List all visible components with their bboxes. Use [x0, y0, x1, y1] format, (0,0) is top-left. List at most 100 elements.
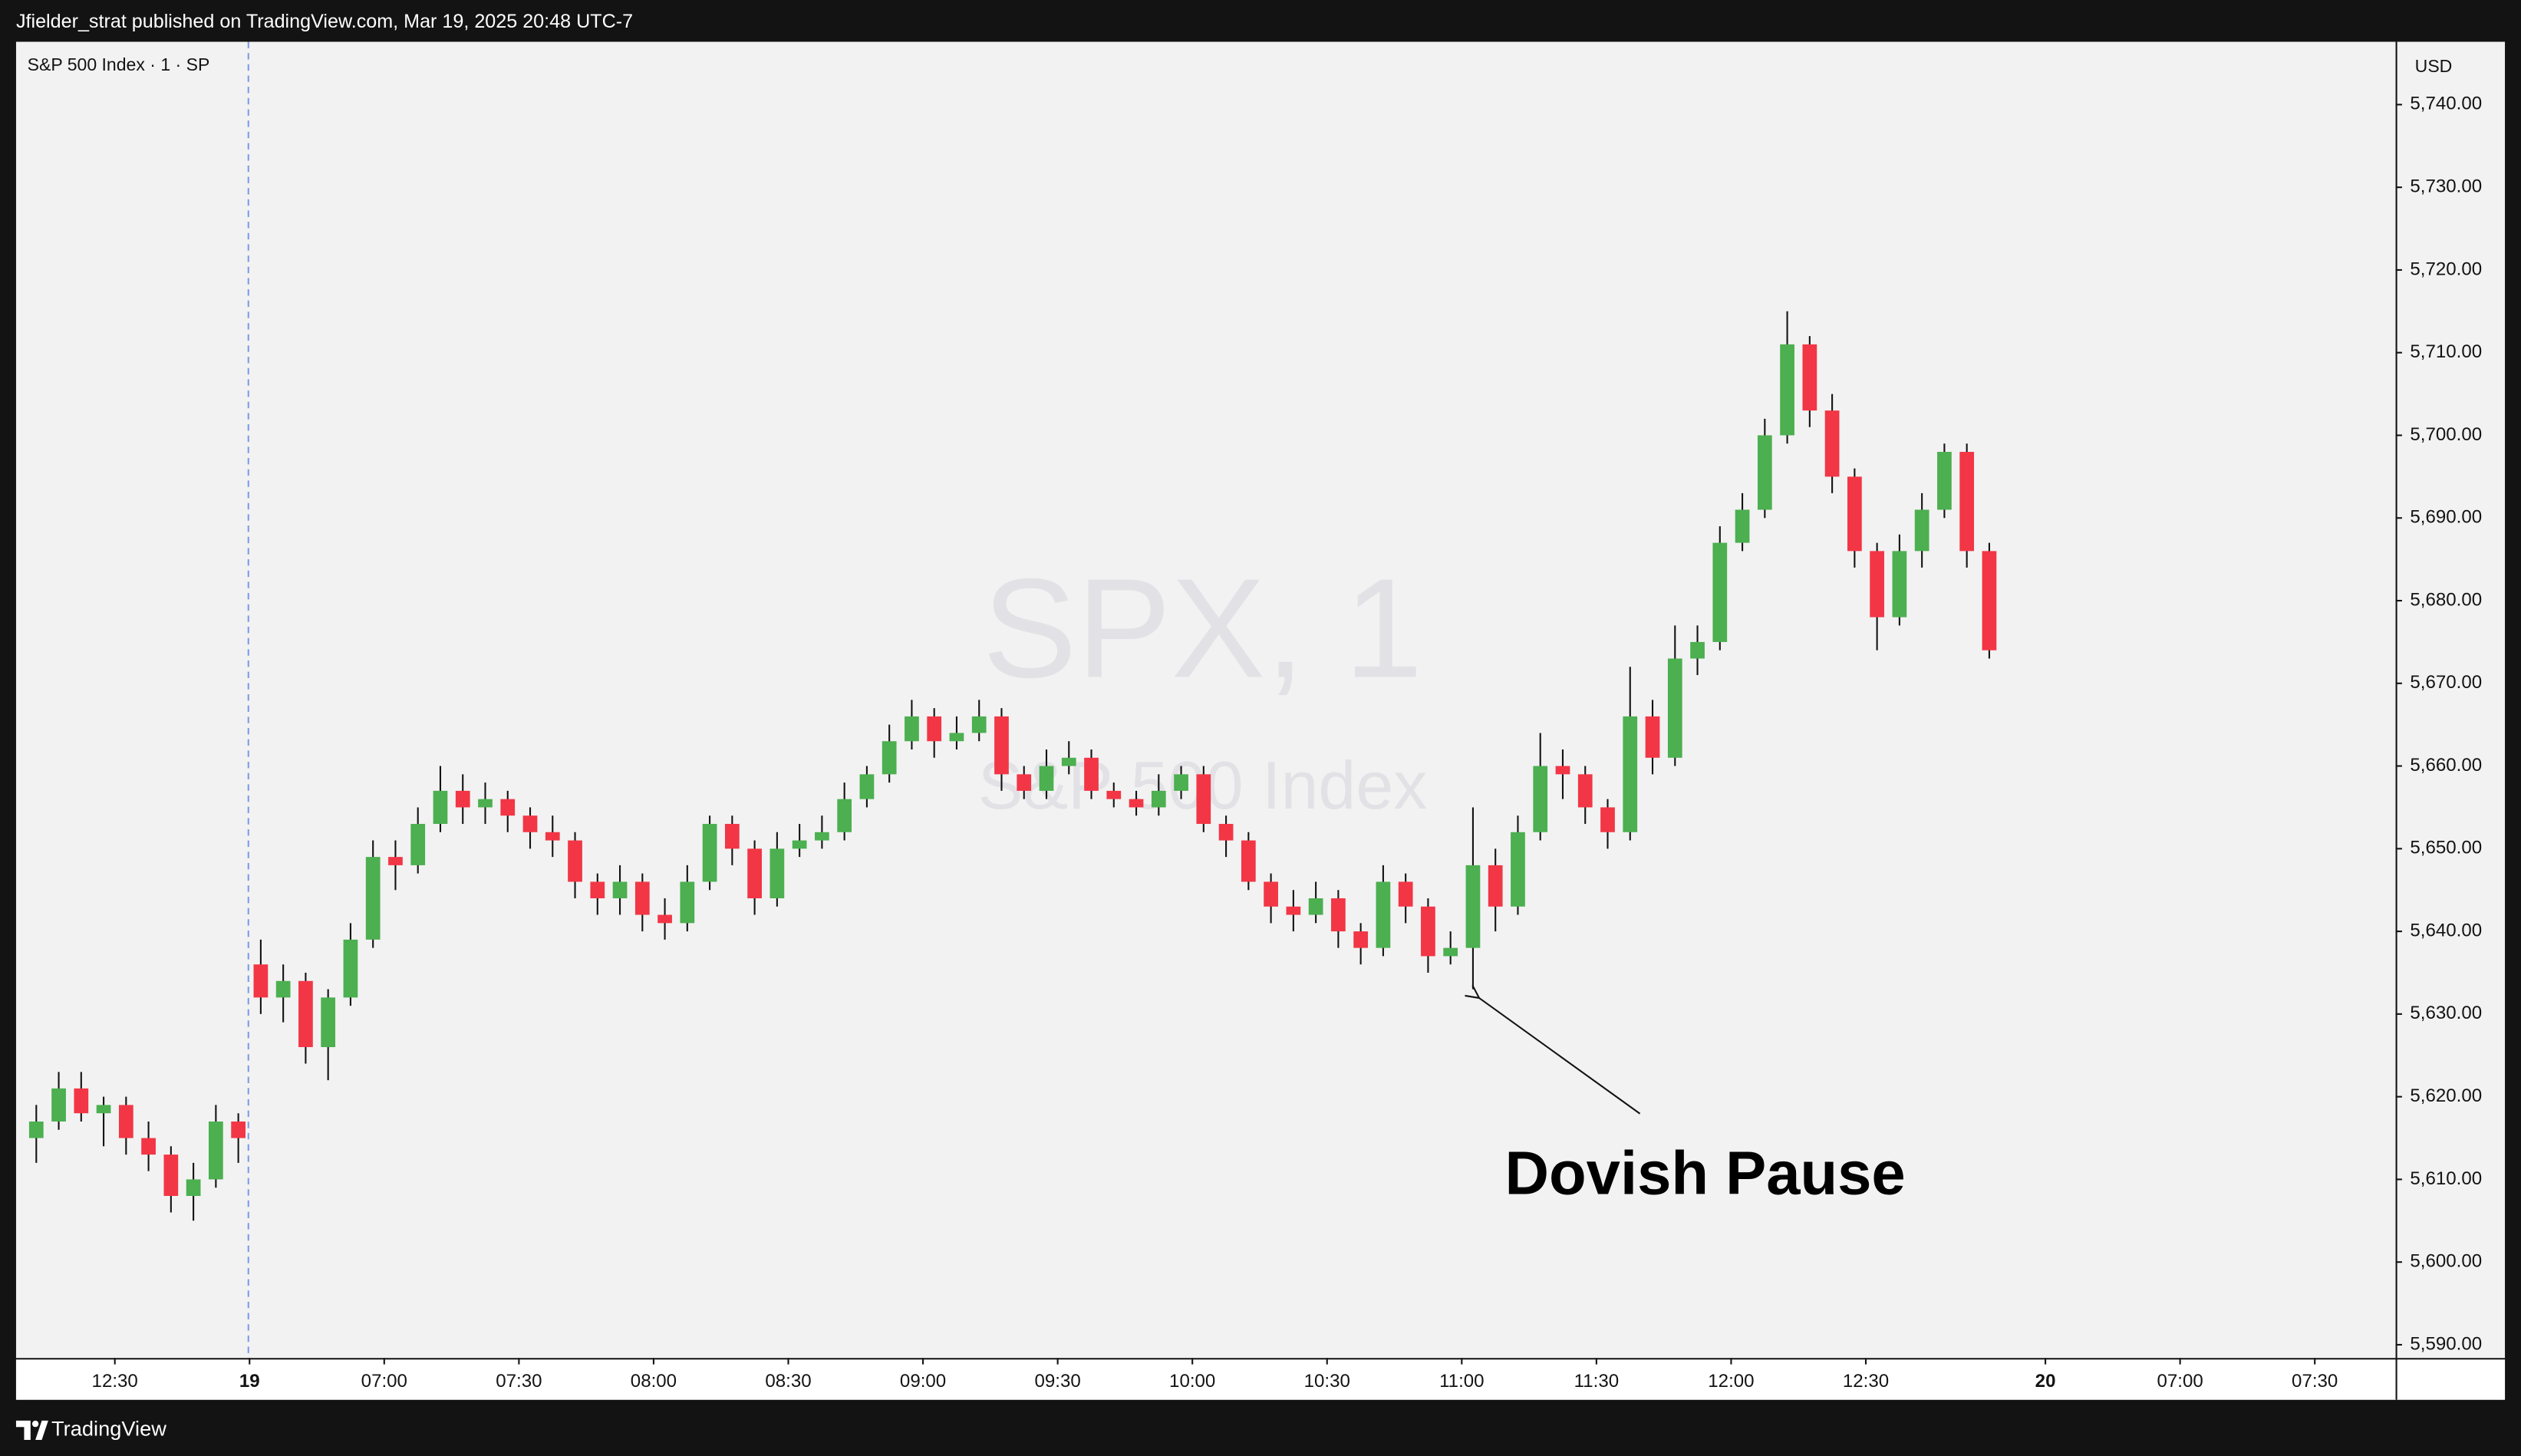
candle-body: [1712, 542, 1728, 642]
watermark: SPX, 1: [983, 550, 1423, 708]
candle-body: [1959, 452, 1975, 552]
candle-body: [28, 1121, 44, 1138]
candle-body: [815, 832, 829, 841]
candle-body: [1937, 452, 1952, 510]
candle-body: [388, 857, 403, 865]
candle-body: [141, 1138, 156, 1155]
x-tick-label: 09:30: [1034, 1371, 1080, 1392]
candle-body: [905, 716, 919, 742]
candle-body: [1488, 865, 1503, 907]
x-tick-label: 07:30: [496, 1371, 542, 1392]
x-tick-label: 11:30: [1574, 1371, 1619, 1392]
candle-body: [455, 790, 470, 808]
candle-body: [657, 914, 672, 924]
y-tick-label: 5,740.00: [2410, 94, 2482, 114]
chart-area: [15, 41, 2506, 1400]
candle-body: [1308, 898, 1323, 915]
y-tick-label: 5,680.00: [2410, 589, 2482, 610]
candle-body: [1421, 906, 1435, 957]
candle-body: [1667, 658, 1682, 758]
candle-body: [1533, 766, 1548, 832]
candle-body: [433, 790, 448, 824]
candle-body: [1465, 865, 1481, 948]
candle-body: [1824, 410, 1840, 477]
candle-body: [949, 733, 964, 742]
candle-body: [792, 840, 807, 849]
x-tick-label: 10:00: [1169, 1371, 1215, 1392]
candle-body: [1398, 881, 1413, 907]
candle-body: [1690, 641, 1705, 659]
ticks: 5,590.00 5,600.00 5,610.00 5,620.00 5,630.00…: [92, 94, 2483, 1392]
x-tick-label: 07:30: [2292, 1371, 2338, 1392]
candle-body: [1735, 509, 1750, 543]
candle-body: [253, 964, 269, 998]
candle-body: [500, 799, 516, 816]
candle-body: [74, 1088, 89, 1114]
candle-body: [1331, 898, 1346, 932]
candle-body: [365, 857, 381, 940]
publish-header: Jfielder_strat published on TradingView.…: [16, 11, 633, 32]
x-tick-label: 12:00: [1708, 1371, 1754, 1392]
y-tick-label: 5,590.00: [2410, 1333, 2482, 1354]
candle-body: [1151, 790, 1166, 808]
candle-body: [96, 1105, 111, 1114]
footer-brand: TradingView: [51, 1417, 166, 1441]
tradingview-logo: [15, 1420, 48, 1441]
y-tick-label: 5,660.00: [2410, 755, 2482, 776]
candle-body: [163, 1155, 179, 1196]
candle-body: [568, 840, 582, 882]
annotation: Dovish Pause: [1505, 1139, 1906, 1207]
candle-body: [1353, 931, 1369, 948]
time-axis: [15, 1359, 2506, 1400]
candle-body: [702, 823, 717, 882]
candle-body: [612, 881, 628, 898]
x-tick-label: 11:00: [1439, 1371, 1484, 1392]
candle-body: [1982, 551, 1997, 651]
candle-body: [1645, 716, 1660, 758]
candle-body: [51, 1088, 66, 1122]
candle-body: [994, 716, 1009, 775]
candle-body: [1802, 344, 1817, 411]
candle-body: [522, 815, 538, 832]
x-tick-label: 09:00: [900, 1371, 946, 1392]
candle-body: [1017, 774, 1032, 791]
candle-body: [298, 980, 313, 1047]
candle-body: [724, 823, 740, 849]
x-tick-label: 20: [2035, 1371, 2056, 1392]
candle-body: [1129, 799, 1144, 808]
candle-body: [1600, 807, 1615, 832]
candle-body: [971, 716, 987, 733]
candle-body: [410, 823, 426, 865]
candle-body: [1174, 774, 1188, 791]
candle-body: [231, 1121, 246, 1138]
candles: [28, 311, 1997, 1221]
y-tick-label: 5,690.00: [2410, 507, 2482, 528]
candle-body: [1264, 881, 1278, 907]
x-tick-label: 08:30: [765, 1371, 811, 1392]
candle-body: [545, 832, 560, 841]
annotation-arrow: [1479, 998, 1641, 1115]
candle-body: [1286, 906, 1301, 915]
candle-body: [1757, 435, 1772, 510]
candle-body: [837, 799, 852, 832]
candle-body: [1914, 509, 1929, 552]
candle-body: [1106, 790, 1122, 799]
candle-body: [343, 939, 358, 998]
candle-body: [1241, 840, 1256, 882]
candle-body: [1780, 344, 1794, 436]
candle-body: [1196, 774, 1211, 824]
candle-body: [882, 741, 897, 775]
candle-body: [1039, 766, 1054, 791]
logo-dot: [31, 1420, 39, 1428]
legend: S&P 500 Index · 1 · SP: [28, 54, 210, 74]
y-tick-label: 5,640.00: [2410, 920, 2482, 940]
y-tick-label: 5,600.00: [2410, 1251, 2482, 1272]
candle-body: [478, 799, 493, 808]
y-tick-label: 5,620.00: [2410, 1085, 2482, 1106]
candle-body: [859, 774, 875, 799]
candle-body: [275, 980, 291, 998]
y-tick-label: 5,630.00: [2410, 1003, 2482, 1023]
currency: USD: [2415, 56, 2453, 76]
candle-body: [769, 848, 785, 898]
